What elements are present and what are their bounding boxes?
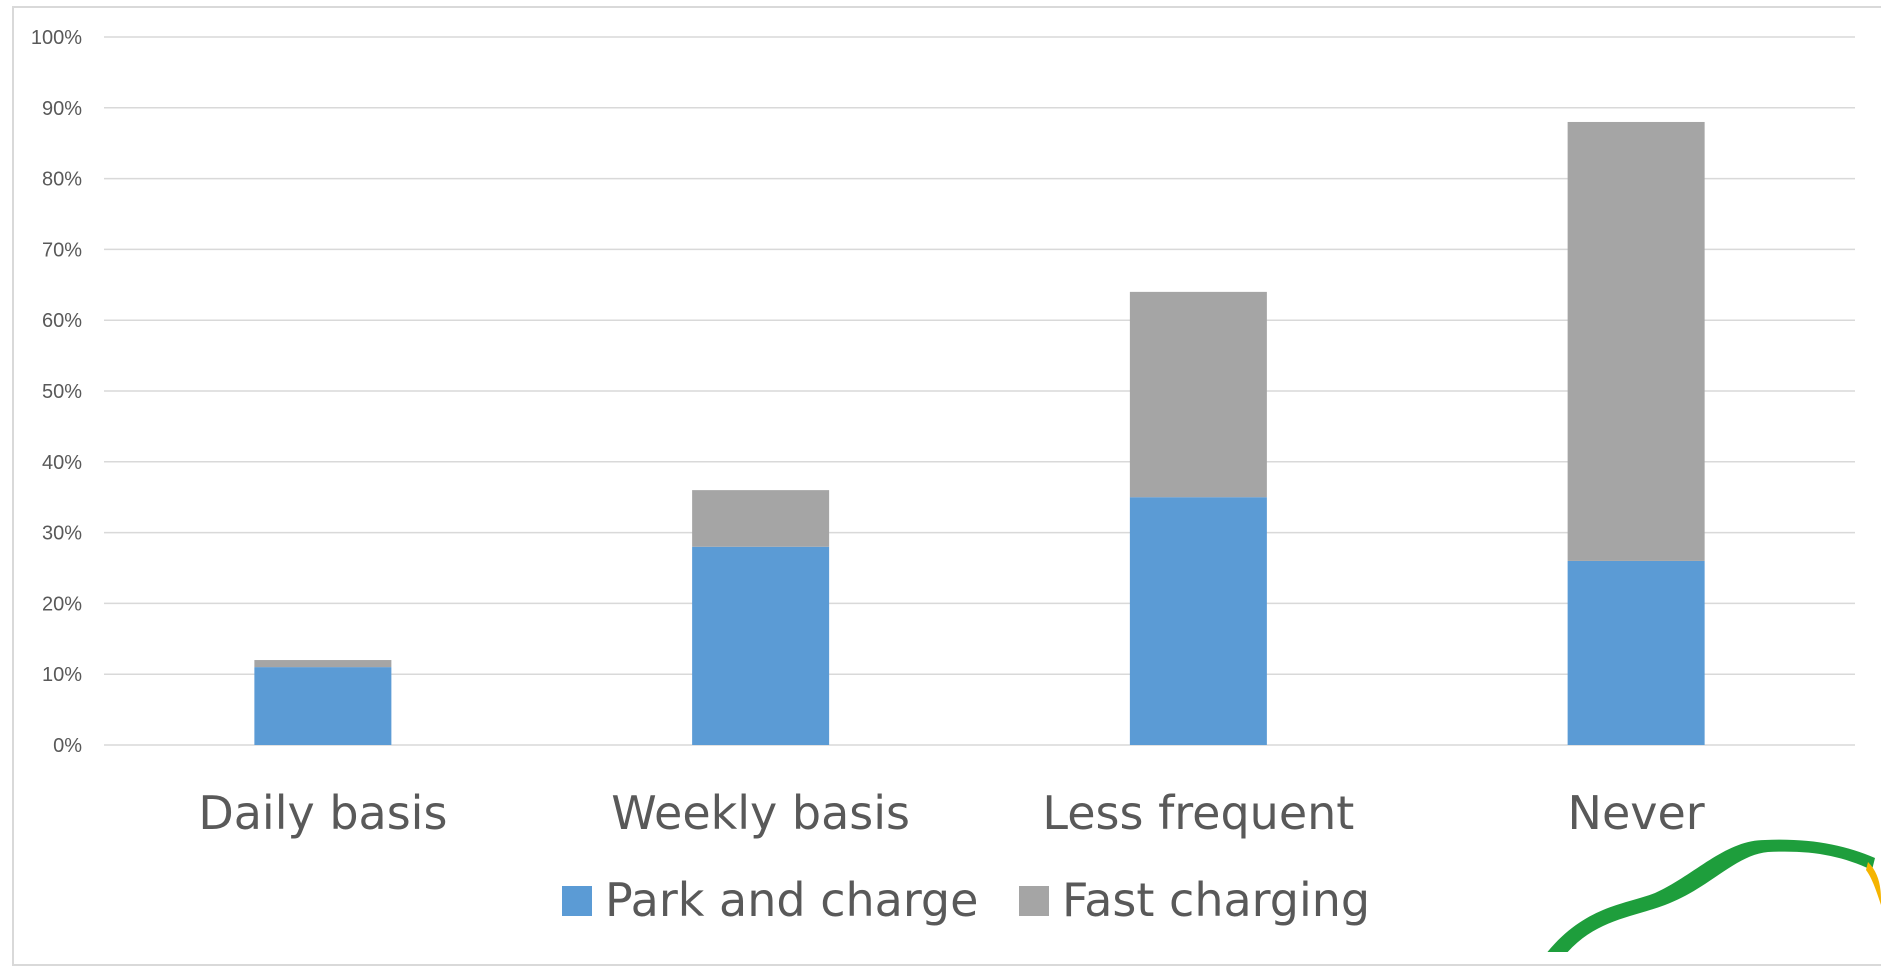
legend-swatch-fast-charging	[1019, 886, 1049, 916]
leaf-logo	[1547, 839, 1881, 952]
y-tick-label: 50%	[42, 381, 82, 403]
legend-label-park-and-charge: Park and charge	[605, 873, 978, 927]
bar-park-and-charge-weekly-basis	[692, 546, 830, 745]
legend-label-fast-charging: Fast charging	[1062, 873, 1370, 927]
y-tick-label: 90%	[42, 98, 82, 120]
y-tick-label: 60%	[42, 310, 82, 332]
x-tick-label: Daily basis	[198, 786, 447, 840]
y-tick-label: 0%	[53, 735, 82, 757]
x-tick-label: Weekly basis	[611, 786, 910, 840]
legend: Park and charge Fast charging	[562, 873, 1370, 927]
logo-green-swoosh	[1547, 839, 1875, 952]
y-tick-label: 10%	[42, 664, 82, 686]
bar-fast-charging-never	[1567, 121, 1705, 561]
y-tick-label: 20%	[42, 593, 82, 615]
logo-yellow-leaf	[1866, 862, 1881, 905]
bar-fast-charging-weekly-basis	[692, 490, 830, 547]
y-tick-label: 80%	[42, 169, 82, 191]
bars	[254, 121, 1705, 745]
y-tick-label: 40%	[42, 452, 82, 474]
gridlines	[104, 36, 1855, 746]
bar-park-and-charge-never	[1567, 560, 1705, 745]
y-tick-label: 30%	[42, 523, 82, 545]
legend-swatch-park-and-charge	[562, 886, 592, 916]
x-tick-label: Less frequent	[1042, 786, 1354, 840]
y-axis-tick-labels: 0% 10% 20% 30% 40% 50% 60% 70% 80% 90% 100%	[31, 27, 82, 757]
bar-park-and-charge-less-frequent	[1129, 497, 1267, 745]
bar-fast-charging-daily-basis	[254, 660, 392, 668]
bar-park-and-charge-daily-basis	[254, 667, 392, 745]
y-tick-label: 100%	[31, 27, 82, 49]
bar-fast-charging-less-frequent	[1129, 291, 1267, 498]
y-tick-label: 70%	[42, 239, 82, 261]
x-axis-tick-labels: Daily basis Weekly basis Less frequent Neve…	[198, 786, 1704, 840]
x-tick-label: Never	[1568, 786, 1705, 840]
